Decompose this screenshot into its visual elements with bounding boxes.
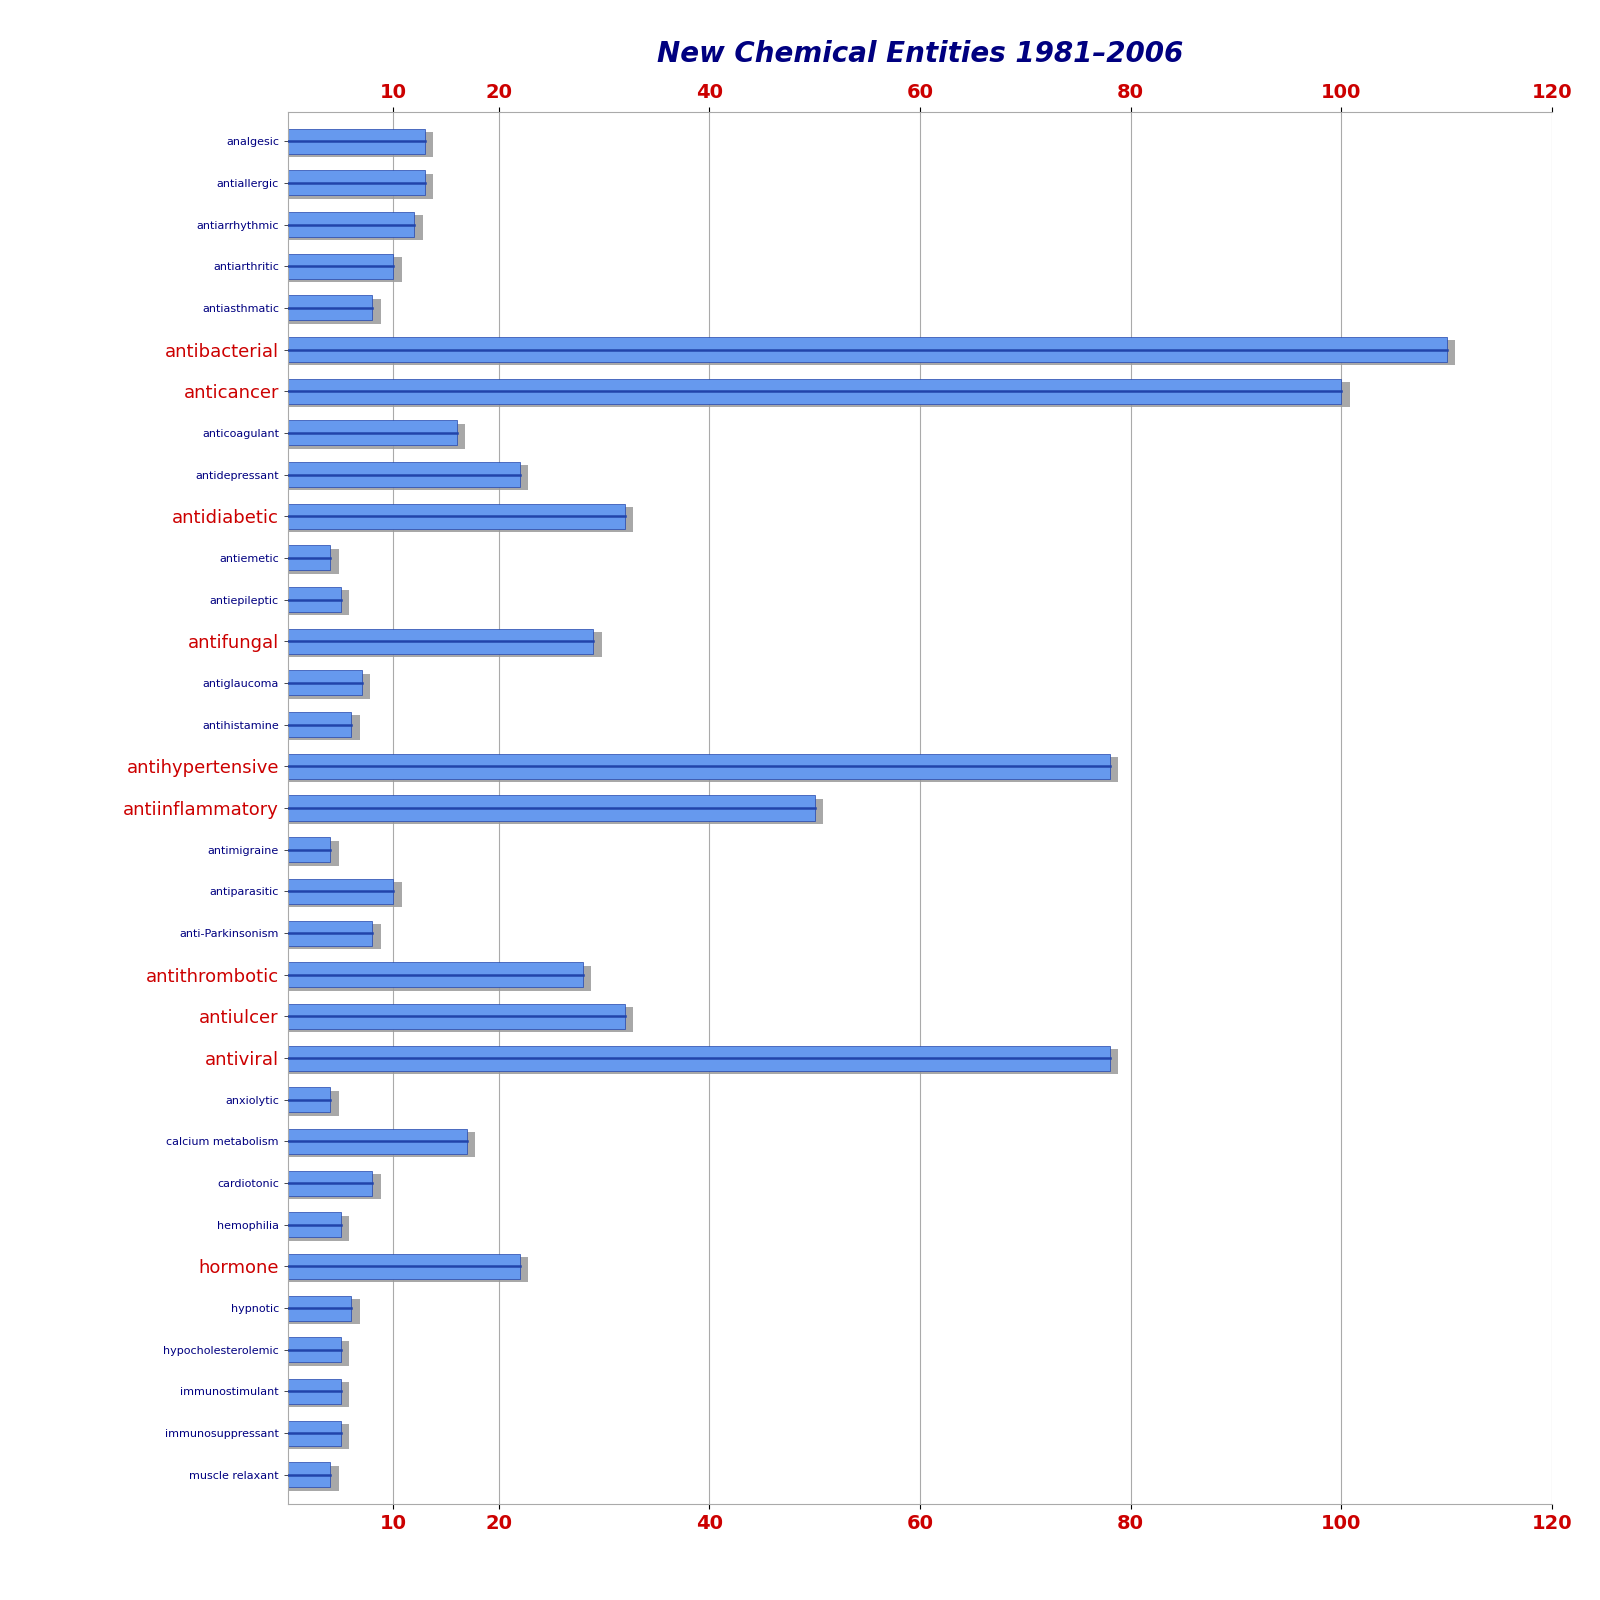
Bar	[288, 421, 456, 445]
Bar	[288, 587, 341, 613]
Bar	[288, 798, 822, 824]
Bar	[288, 1466, 339, 1491]
Bar	[288, 1421, 341, 1446]
Bar	[288, 1003, 626, 1029]
Bar	[288, 299, 381, 323]
Bar	[288, 1296, 352, 1320]
Bar	[288, 507, 634, 533]
Bar	[288, 213, 414, 237]
Title: New Chemical Entities 1981–2006: New Chemical Entities 1981–2006	[658, 40, 1182, 69]
Bar	[288, 629, 594, 654]
Bar	[288, 258, 402, 282]
Bar	[288, 674, 370, 699]
Bar	[288, 1171, 373, 1195]
Bar	[288, 216, 422, 240]
Bar	[288, 1382, 349, 1408]
Bar	[288, 878, 394, 904]
Bar	[288, 424, 466, 448]
Bar	[288, 754, 1110, 779]
Bar	[288, 1338, 341, 1362]
Bar	[288, 462, 520, 486]
Bar	[288, 128, 426, 154]
Bar	[288, 379, 1341, 403]
Bar	[288, 590, 349, 616]
Bar	[288, 174, 434, 198]
Bar	[288, 965, 592, 990]
Bar	[288, 795, 814, 821]
Bar	[288, 837, 330, 862]
Bar	[288, 1254, 520, 1278]
Bar	[288, 1174, 381, 1198]
Bar	[288, 1299, 360, 1323]
Bar	[288, 715, 360, 741]
Bar	[288, 1424, 349, 1450]
Bar	[288, 923, 381, 949]
Bar	[288, 382, 1350, 406]
Bar	[288, 920, 373, 946]
Bar	[288, 882, 402, 907]
Bar	[288, 1258, 528, 1282]
Bar	[288, 1133, 475, 1157]
Bar	[288, 170, 426, 195]
Bar	[288, 1088, 330, 1112]
Bar	[288, 1379, 341, 1403]
Bar	[288, 1008, 634, 1032]
Bar	[288, 670, 362, 696]
Bar	[288, 504, 626, 528]
Bar	[288, 840, 339, 866]
Bar	[288, 962, 582, 987]
Bar	[288, 466, 528, 491]
Bar	[288, 338, 1446, 362]
Bar	[288, 632, 602, 658]
Bar	[288, 546, 330, 571]
Bar	[288, 1091, 339, 1115]
Bar	[288, 1130, 467, 1154]
Bar	[288, 757, 1118, 782]
Bar	[288, 254, 394, 278]
Bar	[288, 1050, 1118, 1074]
Bar	[288, 549, 339, 574]
Bar	[288, 1462, 330, 1488]
Bar	[288, 1341, 349, 1366]
Bar	[288, 1213, 341, 1237]
Bar	[288, 1216, 349, 1240]
Bar	[288, 341, 1454, 365]
Bar	[288, 133, 434, 157]
Bar	[288, 1045, 1110, 1070]
Bar	[288, 712, 352, 738]
Bar	[288, 296, 373, 320]
